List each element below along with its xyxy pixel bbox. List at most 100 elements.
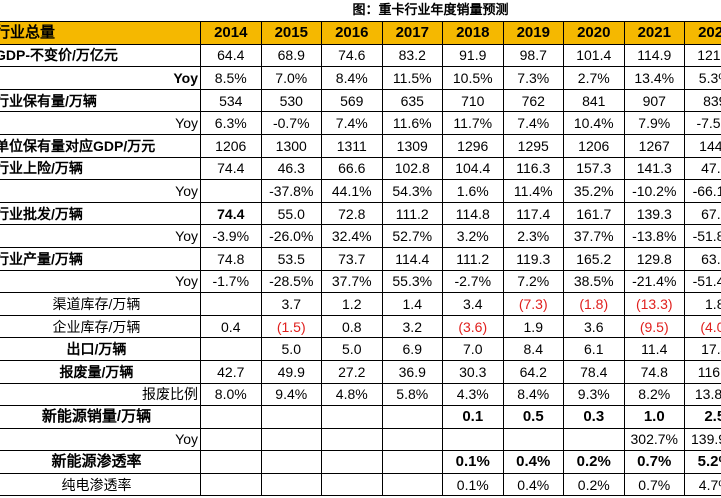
table-cell: 13.8% [684,382,721,407]
table-cell: 8.4% [321,66,383,90]
table-cell: 117.4 [502,201,564,226]
table-row: 企业库存/万辆 0.4 (1.5) 0.8 3.2 (3.6) 1.9 3.6 (9.5) (4.… [0,314,721,339]
table-cell: 1296 [442,133,504,158]
table-cell: -66.1% [684,179,721,203]
table-cell: 0.7% [623,472,685,497]
table-cell: -0.7% [260,111,322,135]
table-row: 单位保有量对应GDP/万元 1206 1300 1311 1309 1296 1295 120… [0,133,721,158]
table-cell: 1.2 [321,292,383,316]
table-cell: (4.0) [684,314,721,339]
table-cell: 841 [563,88,625,113]
forecast-table: 行业总量 2014 2015 2016 2017 2018 2019 2020 … [0,21,721,497]
row-label: GDP-不变价/万亿元 [0,43,201,68]
table-cell: 0.7% [623,450,685,474]
table-cell [381,405,443,429]
table-cell: (9.5) [623,314,685,339]
table-cell: 5.8% [381,382,443,407]
table-cell: 11.5% [381,66,443,90]
table-cell [260,450,322,474]
table-cell: 3.4 [442,292,504,316]
table-cell: 37.7% [563,224,625,248]
table-title: 图：重卡行业年度销量预测 [352,2,509,17]
table-cell: (3.6) [442,314,504,339]
table-cell: 4.3% [442,382,504,407]
table-cell: -51.8% [684,224,721,248]
row-label: 行业产量/万辆 [0,246,201,271]
row-label: 报废量/万辆 [0,359,201,384]
table-cell [200,427,262,452]
table-cell: 1309 [381,133,443,158]
table-cell: 762 [502,88,564,113]
table-cell: 1206 [200,133,262,158]
table-cell: 42.7 [200,359,262,384]
table-cell: 157.3 [563,156,625,181]
table-cell: 3.6 [563,314,625,339]
table-cell [200,179,262,203]
table-cell: 11.4 [623,337,685,361]
table-cell: 7.9% [623,111,685,135]
table-cell: 74.4 [200,201,262,226]
table-cell: 10.4% [563,111,625,135]
table-cell: (1.8) [563,292,625,316]
table-cell [321,472,383,497]
table-cell: 47.9 [684,156,721,181]
table-cell: 44.1% [321,179,383,203]
row-label: Yoy [0,427,201,452]
table-cell: 534 [200,88,262,113]
table-cell: 13.4% [623,66,685,90]
header-year: 2021 [623,21,685,45]
table-row: 纯电渗透率 0.1%0.4%0.2%0.7%4.7% [0,472,721,497]
table-cell: 64.2 [502,359,564,384]
table-cell: 11.6% [381,111,443,135]
table-cell: -51.4% [684,269,721,294]
table-cell: 8.0% [200,382,262,407]
table-cell: 1.4 [381,292,443,316]
row-label: 行业保有量/万辆 [0,88,201,113]
row-label: 行业上险/万辆 [0,156,201,181]
row-label: 出口/万辆 [0,337,201,361]
header-year: 2015 [260,21,322,45]
table-cell: 1.9 [502,314,564,339]
table-cell: 839 [684,88,721,113]
header-year: 2020 [563,21,625,45]
table-cell [260,472,322,497]
table-cell: 74.6 [321,43,383,68]
header-label: 行业总量 [0,21,201,45]
table-cell [381,472,443,497]
header-year: 2014 [200,21,262,45]
table-row: Yoy 6.3% -0.7% 7.4% 11.6% 11.7% 7.4% 10.4% 7.9% -… [0,111,721,135]
table-cell [260,427,322,452]
table-cell: 98.7 [502,43,564,68]
table-cell [200,337,262,361]
table-cell: 10.5% [442,66,504,90]
table-cell: 7.2% [502,269,564,294]
table-cell: 569 [321,88,383,113]
header-year: 2022 [684,21,721,45]
table-cell: 73.7 [321,246,383,271]
table-cell: 116.3 [502,156,564,181]
table-cell: 49.9 [260,359,322,384]
table-cell: 27.2 [321,359,383,384]
table-cell: -21.4% [623,269,685,294]
table-cell: 0.1 [442,405,504,429]
row-label: 企业库存/万辆 [0,314,201,339]
table-cell: 7.0% [260,66,322,90]
table-cell: 55.3% [381,269,443,294]
table-cell: 3.2 [381,314,443,339]
table-cell: 74.4 [200,156,262,181]
table-cell [321,450,383,474]
table-row: Yoy -3.9% -26.0% 32.4% 52.7% 3.2% 2.3% 37.7% -13… [0,224,721,248]
table-cell [442,427,504,452]
table-cell: 6.9 [381,337,443,361]
table-cell [200,450,262,474]
row-label: 行业批发/万辆 [0,201,201,226]
table-cell: -28.5% [260,269,322,294]
table-cell: 8.2% [623,382,685,407]
table-cell: -7.5% [684,111,721,135]
table-cell: 0.1% [442,472,504,497]
table-cell [381,427,443,452]
table-cell: 32.4% [321,224,383,248]
table-cell [200,292,262,316]
table-cell: 53.5 [260,246,322,271]
table-cell: 5.0 [321,337,383,361]
